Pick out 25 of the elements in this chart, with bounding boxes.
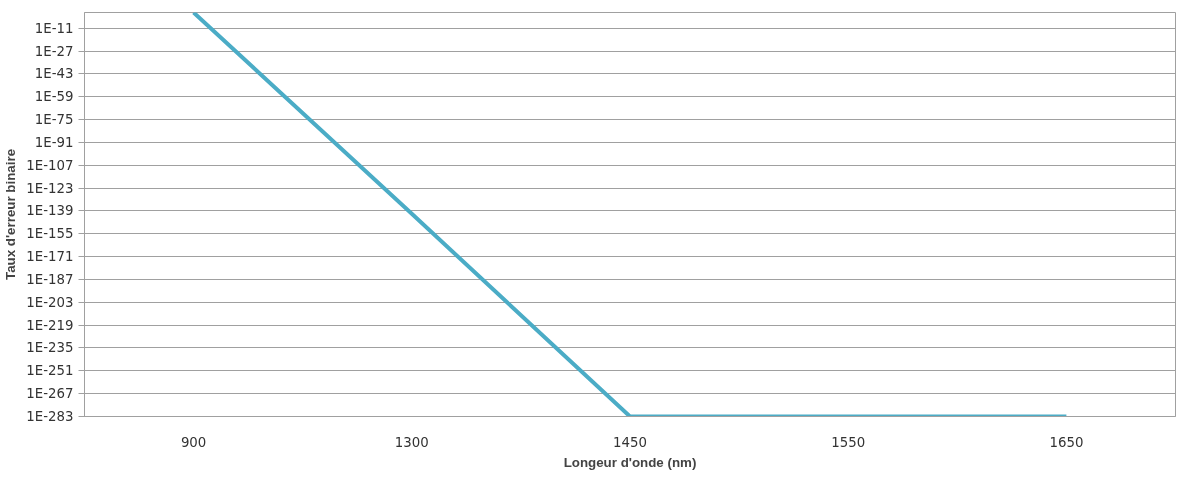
y-tick-label: 1E-171 bbox=[26, 249, 74, 265]
y-axis-title: Taux d'erreur binaire bbox=[3, 148, 19, 281]
y-tick-label: 1E-75 bbox=[34, 112, 74, 128]
y-tick-label: 1E-283 bbox=[26, 409, 74, 424]
y-tick-label: 1E-203 bbox=[26, 294, 74, 310]
y-tick-label: 1E-11 bbox=[34, 20, 74, 36]
y-tick-label: 1E-251 bbox=[26, 363, 74, 379]
x-tick-label: 1650 bbox=[1049, 434, 1084, 450]
x-tick-label: 1300 bbox=[394, 434, 429, 450]
y-tick-label: 1E-59 bbox=[34, 89, 74, 105]
y-tick-label: 1E-27 bbox=[34, 43, 74, 59]
x-axis-title: Longeur d'onde (nm) bbox=[563, 454, 697, 470]
y-tick-label: 1E-43 bbox=[34, 66, 74, 82]
y-tick-label: 1E-139 bbox=[26, 203, 74, 219]
y-tick-label: 1E-267 bbox=[26, 386, 74, 402]
y-tick-label: 1E-155 bbox=[26, 226, 74, 242]
y-tick-label: 1E-123 bbox=[26, 180, 74, 196]
y-tick-label: 1E-187 bbox=[26, 271, 74, 287]
y-tick-label: 1E-235 bbox=[26, 340, 74, 356]
y-tick-label: 1E-107 bbox=[26, 157, 74, 173]
x-tick-label: 1550 bbox=[831, 434, 866, 450]
x-tick-label: 900 bbox=[180, 434, 207, 450]
x-tick-label: 1450 bbox=[613, 434, 647, 450]
y-tick-label: 1E-91 bbox=[34, 134, 74, 150]
y-tick-label: 1E-219 bbox=[26, 317, 74, 333]
